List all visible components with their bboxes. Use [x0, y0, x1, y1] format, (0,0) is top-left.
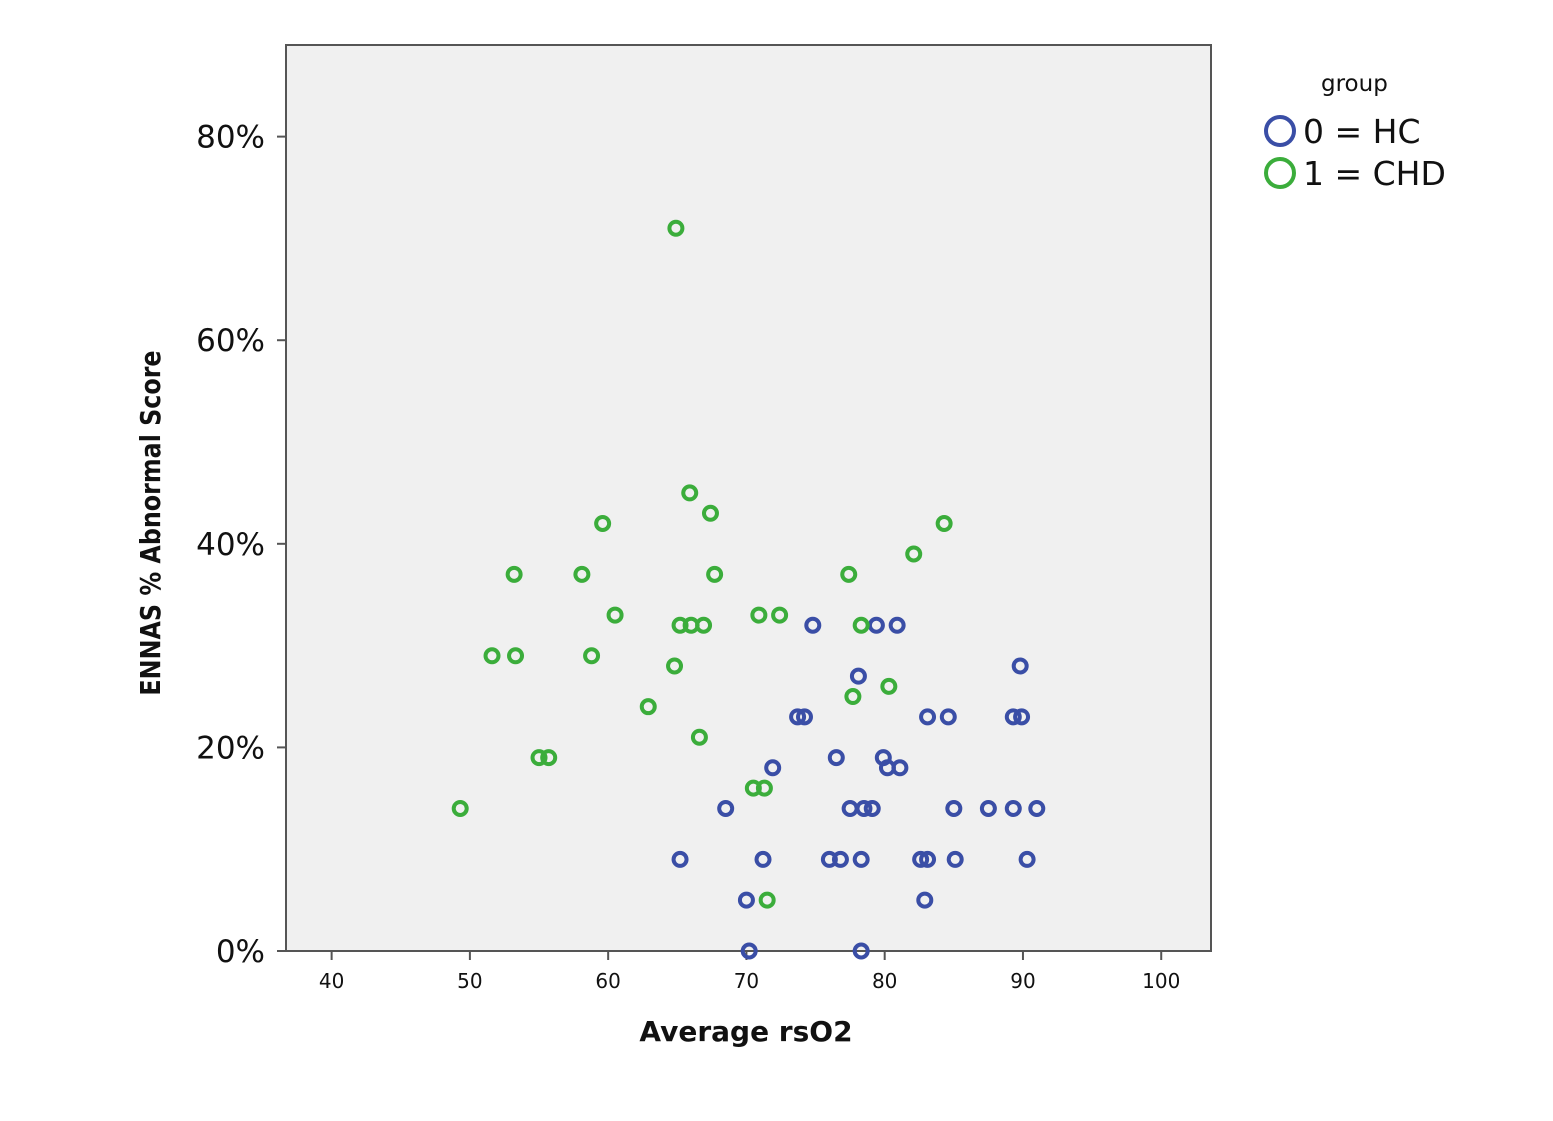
data-point — [483, 647, 501, 665]
data-point — [946, 850, 964, 868]
data-point — [505, 565, 523, 583]
data-point — [935, 514, 953, 532]
data-point — [905, 545, 923, 563]
data-point — [717, 799, 735, 817]
legend-label: 1 = CHD — [1303, 154, 1446, 193]
plot-frame — [285, 44, 1212, 952]
data-point — [451, 799, 469, 817]
data-point — [888, 616, 906, 634]
data-points — [451, 219, 1046, 960]
data-point — [671, 850, 689, 868]
data-point — [855, 799, 873, 817]
data-point — [844, 688, 862, 706]
x-axis-ticks: 40 50 60 70 80 90 100 — [319, 951, 1180, 993]
data-point — [706, 565, 724, 583]
x-tick-label: 70 — [734, 969, 759, 993]
data-point — [681, 484, 699, 502]
data-point — [1028, 799, 1046, 817]
data-point — [880, 677, 898, 695]
data-point — [755, 779, 773, 797]
legend-marker — [1264, 157, 1296, 189]
data-point — [1004, 708, 1022, 726]
data-point — [939, 708, 957, 726]
data-point — [863, 799, 881, 817]
data-point — [606, 606, 624, 624]
data-point — [852, 850, 870, 868]
data-point — [639, 698, 657, 716]
data-point — [754, 850, 772, 868]
y-tick-label: 20% — [196, 730, 265, 766]
data-point — [771, 606, 789, 624]
y-axis-ticks: 0% 20% 40% 60% 80% — [196, 120, 286, 970]
data-point — [916, 891, 934, 909]
data-point — [840, 565, 858, 583]
data-point — [1011, 657, 1029, 675]
data-point — [1013, 708, 1031, 726]
data-point — [594, 514, 612, 532]
legend-marker — [1264, 115, 1296, 147]
y-tick-label: 80% — [196, 120, 265, 156]
legend-label: 0 = HC — [1303, 112, 1420, 151]
data-point — [789, 708, 807, 726]
y-axis-title: ENNAS % Abnormal Score — [135, 350, 167, 695]
y-tick-label: 40% — [196, 527, 265, 563]
data-point — [540, 749, 558, 767]
data-point — [827, 749, 845, 767]
data-point — [737, 891, 755, 909]
data-point — [666, 657, 684, 675]
data-point — [867, 616, 885, 634]
data-point — [701, 504, 719, 522]
y-tick-label: 0% — [216, 934, 265, 970]
data-point — [919, 850, 937, 868]
data-point — [740, 942, 758, 960]
data-point — [758, 891, 776, 909]
data-point — [690, 728, 708, 746]
data-point — [891, 759, 909, 777]
legend: group 0 = HC1 = CHD — [1264, 71, 1446, 193]
data-point — [919, 708, 937, 726]
data-point — [695, 616, 713, 634]
legend-item: 1 = CHD — [1264, 154, 1446, 193]
data-point — [583, 647, 601, 665]
x-tick-label: 60 — [595, 969, 620, 993]
data-point — [573, 565, 591, 583]
legend-title: group — [1321, 71, 1388, 97]
x-tick-label: 50 — [457, 969, 482, 993]
x-tick-label: 80 — [872, 969, 897, 993]
data-point — [1018, 850, 1036, 868]
data-point — [804, 616, 822, 634]
data-point — [945, 799, 963, 817]
data-point — [831, 850, 849, 868]
data-point — [750, 606, 768, 624]
data-point — [849, 667, 867, 685]
y-tick-label: 60% — [196, 323, 265, 359]
series-hc-points — [671, 616, 1046, 960]
data-point — [795, 708, 813, 726]
x-axis-title: Average rsO2 — [639, 1015, 852, 1048]
x-tick-label: 40 — [319, 969, 344, 993]
x-tick-label: 90 — [1010, 969, 1035, 993]
legend-items: 0 = HC1 = CHD — [1264, 112, 1446, 193]
data-point — [852, 942, 870, 960]
data-point — [912, 850, 930, 868]
data-point — [1004, 799, 1022, 817]
data-point — [979, 799, 997, 817]
data-point — [667, 219, 685, 237]
data-point — [852, 616, 870, 634]
data-point — [764, 759, 782, 777]
series-chd-points — [451, 219, 953, 909]
data-point — [507, 647, 525, 665]
legend-item: 0 = HC — [1264, 112, 1420, 151]
data-point — [530, 749, 548, 767]
plot-background — [286, 45, 1211, 951]
x-tick-label: 100 — [1142, 969, 1180, 993]
